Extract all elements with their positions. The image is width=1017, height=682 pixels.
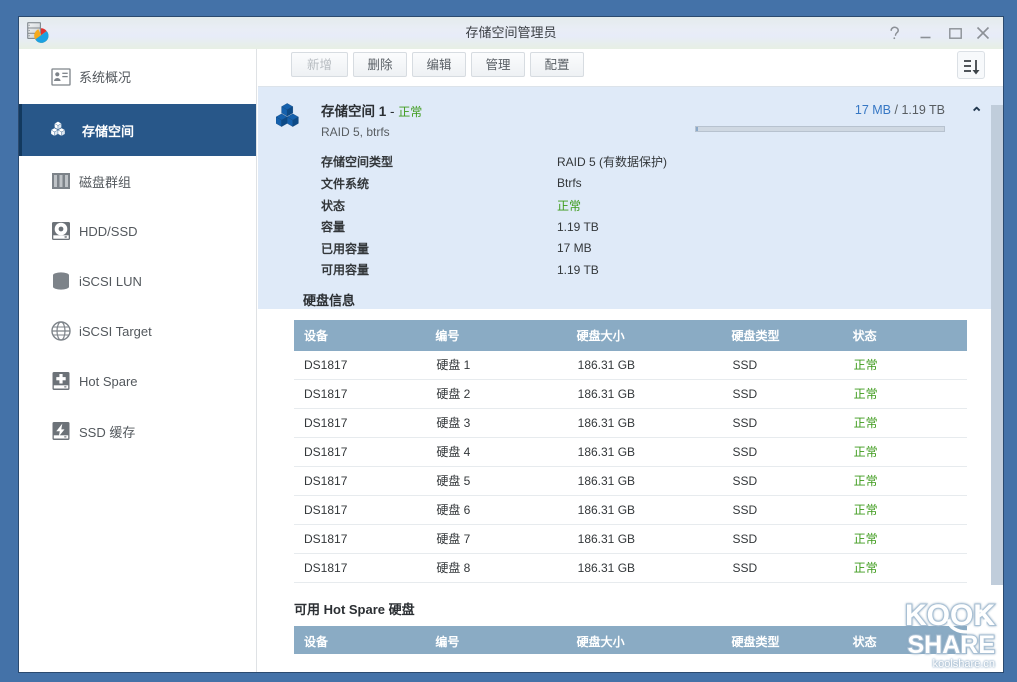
svg-text:SHARE: SHARE <box>907 631 995 659</box>
